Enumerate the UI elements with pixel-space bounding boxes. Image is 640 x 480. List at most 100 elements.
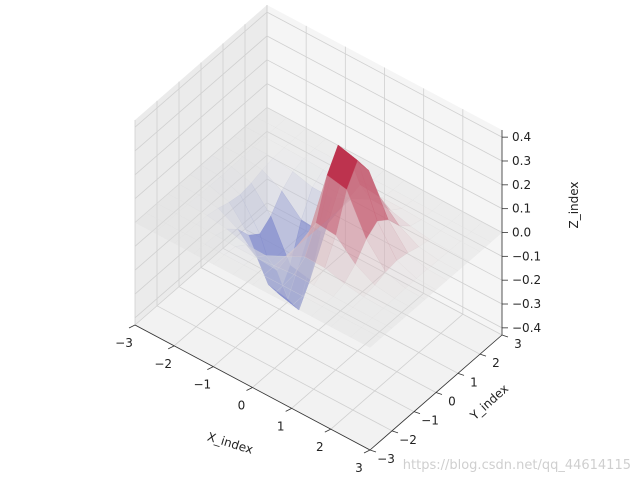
surface-facet	[173, 233, 206, 255]
surface-facet	[222, 136, 254, 157]
surface-facet	[412, 190, 444, 212]
y-tick-label: 1	[470, 375, 478, 389]
surface-facet	[282, 274, 315, 297]
surface-facet	[233, 126, 265, 148]
grid-line	[178, 286, 415, 413]
surface-facet	[392, 180, 425, 201]
y-tick-label: 0	[448, 395, 456, 409]
grid-line	[134, 154, 268, 271]
x-tick-mark	[246, 387, 253, 391]
surface-facet	[352, 296, 384, 319]
y-tick-mark	[479, 353, 487, 357]
surface-facet	[211, 145, 243, 167]
y-tick-mark	[413, 411, 421, 415]
surface-facet	[330, 316, 362, 338]
z-tick-label: −0.4	[512, 321, 541, 335]
z-axis-label: Z_index	[567, 181, 581, 228]
surface-facet	[193, 243, 225, 265]
surface-facet	[341, 307, 373, 328]
surface-facet	[271, 285, 304, 307]
surface-facet	[420, 210, 453, 231]
surface-facet	[321, 296, 354, 318]
surface-facet	[275, 117, 307, 139]
surface-facet	[232, 264, 264, 286]
surface-facet	[390, 208, 422, 227]
surface-facet	[440, 220, 472, 242]
surface-facet	[350, 327, 382, 348]
surface-facet	[438, 250, 470, 272]
surface-facet	[291, 295, 323, 317]
z-tick-label: 0.2	[512, 178, 531, 192]
surface-facet	[361, 317, 393, 339]
surface-facet	[401, 199, 433, 220]
surface-plot	[134, 107, 503, 348]
surface-facet	[165, 213, 197, 235]
surface-facet	[449, 240, 481, 262]
grid-line	[266, 130, 503, 257]
tick-labels: −3−2−10123−3−2−101230.40.30.20.10.0−0.1−…	[115, 130, 541, 475]
grid-line	[134, 107, 268, 223]
y-tick-label: −2	[399, 433, 417, 447]
surface-facet	[407, 246, 439, 270]
x-tick-mark	[207, 366, 214, 371]
surface-facet	[394, 288, 426, 310]
surface-facet	[212, 254, 245, 275]
surface-facet	[178, 174, 210, 196]
z-tick-label: 0.3	[512, 154, 531, 168]
x-tick-mark	[167, 345, 175, 350]
x-tick-mark	[363, 449, 371, 454]
x-axis-label: X_index	[206, 430, 255, 457]
surface-facet	[372, 307, 404, 329]
surface-facet	[231, 156, 263, 184]
grid-line	[266, 107, 503, 233]
y-tick-label: −3	[377, 452, 395, 466]
x-tick-label: 3	[355, 461, 363, 475]
z-tick-label: 0.0	[512, 226, 531, 240]
surface-facet	[167, 183, 199, 205]
surface-facet	[427, 259, 459, 281]
surface-facet	[302, 284, 334, 307]
surface-facet	[451, 211, 483, 232]
grid-line	[156, 305, 393, 432]
surface-facet	[234, 244, 267, 258]
z-tick-label: −0.1	[512, 249, 541, 263]
surface-facet	[176, 204, 208, 225]
x-tick-label: 1	[277, 419, 285, 433]
grid-lines	[134, 5, 503, 451]
x-tick-label: 0	[238, 399, 246, 413]
y-tick-mark	[391, 430, 399, 434]
grid-line	[134, 35, 268, 152]
z-tick-label: −0.2	[512, 273, 541, 287]
surface-facet	[409, 219, 442, 240]
surface-facet	[243, 256, 275, 276]
surface-facet	[195, 215, 228, 236]
surface-facet	[416, 268, 448, 291]
x-tick-label: 2	[316, 440, 324, 454]
surface-facet	[293, 256, 325, 286]
surface-facet	[429, 230, 461, 251]
y-tick-label: 2	[492, 356, 500, 370]
surface-facet	[264, 127, 296, 148]
grid-line	[134, 11, 268, 128]
surface-facet	[252, 275, 284, 296]
z-tick-label: 0.1	[512, 202, 531, 216]
x-tick-label: −2	[154, 357, 172, 371]
surface-facet	[156, 193, 188, 215]
surface-facet	[200, 155, 232, 177]
grid-line	[200, 267, 437, 393]
y-tick-mark	[501, 334, 509, 338]
surface-facet	[405, 278, 437, 300]
surface-facet	[134, 212, 166, 234]
surface-facet	[313, 267, 345, 297]
surface-facet	[292, 158, 324, 188]
surface-facet	[366, 220, 398, 273]
surface-facet	[154, 223, 186, 244]
surface-facet	[223, 246, 256, 266]
grid-line	[134, 59, 268, 176]
y-tick-mark	[457, 372, 465, 376]
x-tick-mark	[128, 324, 136, 329]
surface-facet	[254, 255, 287, 267]
grid-line	[266, 35, 503, 162]
surface-facet	[332, 283, 365, 308]
